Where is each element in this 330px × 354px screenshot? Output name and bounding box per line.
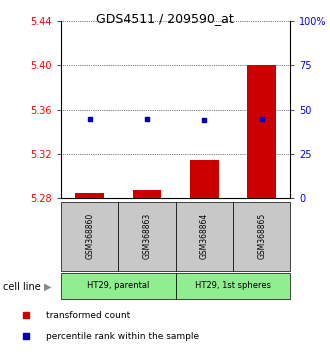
Text: HT29, 1st spheres: HT29, 1st spheres bbox=[195, 281, 271, 290]
Text: HT29, parental: HT29, parental bbox=[87, 281, 149, 290]
Bar bbox=[118, 202, 176, 271]
Text: GDS4511 / 209590_at: GDS4511 / 209590_at bbox=[96, 12, 234, 25]
Point bbox=[202, 118, 207, 123]
Bar bbox=[61, 202, 118, 271]
Text: transformed count: transformed count bbox=[46, 310, 130, 320]
Bar bbox=[133, 190, 161, 198]
Bar bbox=[75, 193, 104, 198]
Bar bbox=[233, 202, 290, 271]
Text: percentile rank within the sample: percentile rank within the sample bbox=[46, 332, 199, 341]
Bar bbox=[248, 65, 276, 198]
Point bbox=[145, 116, 150, 121]
Bar bbox=[190, 160, 219, 198]
Text: GSM368860: GSM368860 bbox=[85, 213, 94, 259]
Text: GSM368863: GSM368863 bbox=[143, 213, 151, 259]
Bar bbox=[176, 273, 290, 299]
Text: cell line: cell line bbox=[3, 282, 41, 292]
Text: GSM368864: GSM368864 bbox=[200, 213, 209, 259]
Text: ▶: ▶ bbox=[44, 282, 51, 292]
Point bbox=[87, 116, 92, 121]
Bar bbox=[176, 202, 233, 271]
Point bbox=[259, 116, 264, 121]
Bar bbox=[61, 273, 176, 299]
Text: GSM368865: GSM368865 bbox=[257, 213, 266, 259]
